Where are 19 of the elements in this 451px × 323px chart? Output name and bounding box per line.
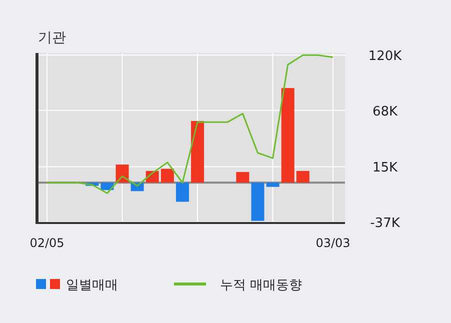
bar — [251, 182, 264, 221]
bar — [191, 121, 204, 183]
legend-label: 누적 매매동향 — [220, 278, 302, 293]
y-tick-label: 68K — [372, 104, 398, 120]
y-tick-label: 15K — [372, 160, 398, 176]
x-tick-label: 03/03 — [316, 236, 350, 250]
bar — [100, 182, 114, 190]
bar — [266, 182, 280, 187]
bar — [160, 168, 174, 183]
bar — [236, 172, 250, 183]
line-series — [46, 54, 334, 194]
chart-title: 기관 — [38, 30, 66, 46]
y-tick-label: -37K — [370, 216, 400, 231]
y-tick-label: 120K — [368, 49, 402, 64]
bar — [296, 170, 310, 183]
bar — [176, 182, 189, 202]
x-tick-label: 02/05 — [30, 236, 64, 250]
legend-label: 일별매매 — [66, 278, 118, 293]
bar — [281, 88, 294, 183]
